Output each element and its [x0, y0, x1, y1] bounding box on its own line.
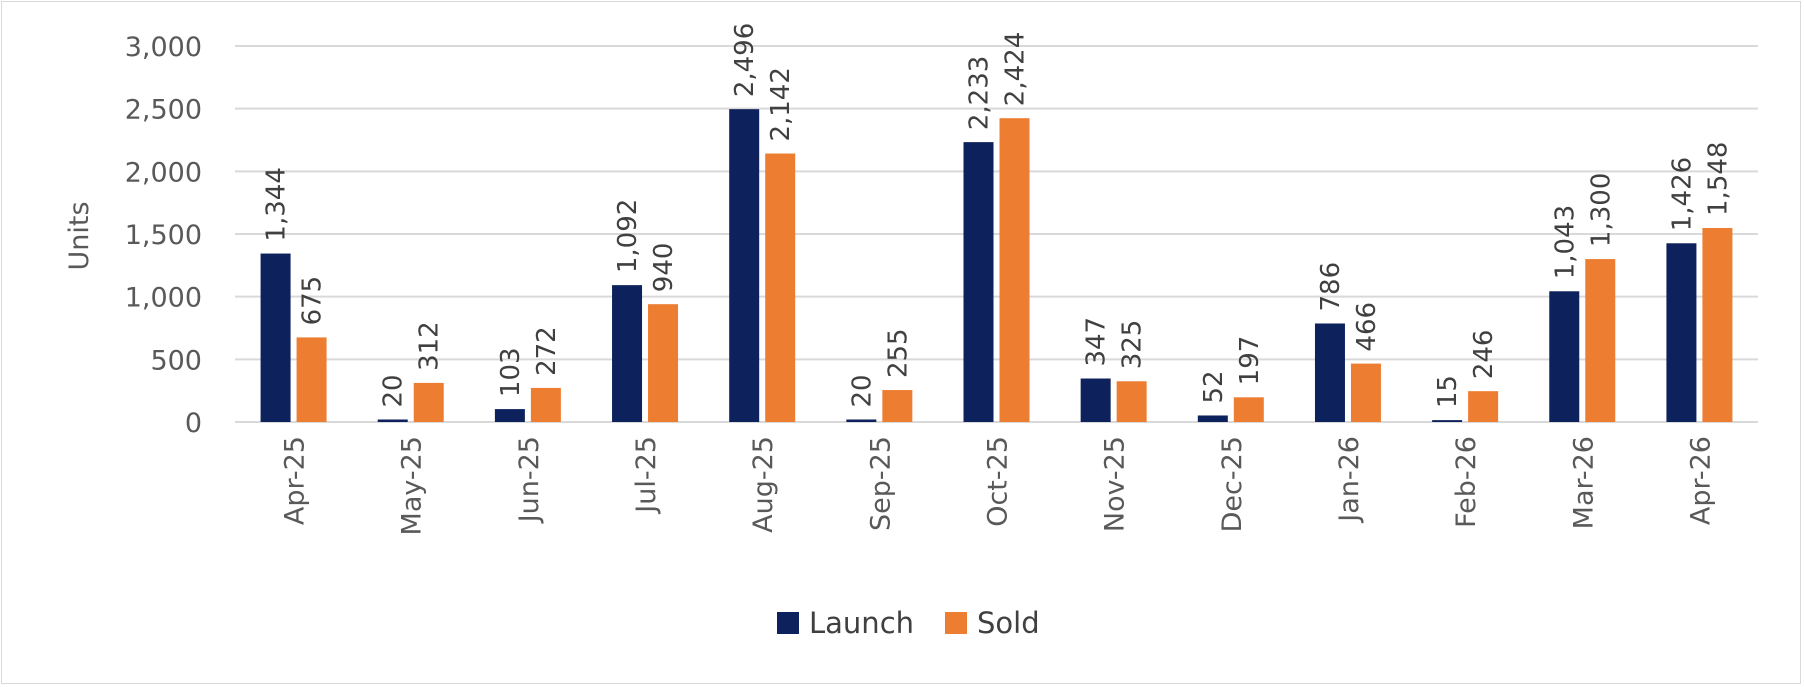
bar-launch — [612, 285, 643, 422]
x-tick-label: Sep-25 — [865, 436, 896, 531]
bar-sold — [999, 118, 1030, 422]
data-label-launch: 20 — [847, 374, 877, 407]
gridlines — [235, 45, 1758, 423]
bar-launch — [963, 142, 994, 422]
y-tick-label: 500 — [150, 345, 202, 376]
data-label-sold: 2,142 — [766, 67, 796, 141]
data-label-launch: 1,092 — [613, 199, 643, 273]
data-label-launch: 1,426 — [1667, 157, 1697, 231]
y-axis-ticks: 0 500 1,000 1,500 2,000 2,500 3,000 — [125, 32, 202, 439]
data-label-launch: 347 — [1082, 317, 1112, 367]
bar-sold — [1350, 363, 1381, 422]
x-tick-label: Mar-26 — [1568, 436, 1599, 529]
bar-sold — [648, 304, 679, 422]
y-tick-label: 0 — [185, 408, 202, 439]
x-axis-ticks: Apr-25 May-25 Jun-25 Jul-25 Aug-25 Sep-25 Oct-… — [280, 436, 1717, 535]
data-label-launch: 786 — [1316, 262, 1346, 312]
x-tick-label: Apr-25 — [280, 436, 311, 525]
bar-sold — [1233, 397, 1264, 422]
y-tick-label: 1,000 — [125, 283, 202, 314]
bar-launch — [1432, 420, 1463, 422]
data-label-launch: 1,344 — [262, 167, 292, 241]
data-label-sold: 675 — [298, 276, 328, 326]
legend-swatch-sold — [945, 612, 967, 634]
bar-launch — [1314, 323, 1345, 422]
x-tick-label: Apr-26 — [1685, 436, 1716, 525]
legend-swatch-launch — [777, 612, 799, 634]
data-label-launch: 103 — [496, 347, 526, 397]
y-tick-label: 2,000 — [125, 157, 202, 188]
x-tick-label: Jul-25 — [631, 436, 662, 515]
x-tick-label: Oct-25 — [983, 436, 1014, 527]
data-label-sold: 255 — [883, 328, 913, 378]
bar-sold — [882, 390, 913, 422]
bar-sold — [1468, 391, 1499, 422]
data-label-sold: 1,548 — [1703, 142, 1733, 216]
legend-label-launch: Launch — [809, 606, 914, 640]
data-label-launch: 2,233 — [965, 56, 995, 130]
data-label-sold: 312 — [415, 321, 445, 371]
bar-sold — [1116, 381, 1147, 422]
data-label-sold: 2,424 — [1001, 32, 1031, 106]
y-tick-label: 3,000 — [125, 32, 202, 63]
data-label-launch: 20 — [379, 374, 409, 407]
x-tick-label: Dec-25 — [1217, 436, 1248, 532]
bar-sold — [296, 337, 327, 422]
data-label-launch: 52 — [1199, 370, 1229, 403]
data-label-sold: 197 — [1235, 336, 1265, 386]
bar-launch — [494, 409, 525, 422]
data-label-launch: 15 — [1433, 375, 1463, 408]
bars — [260, 109, 1733, 422]
data-label-sold: 466 — [1352, 302, 1382, 352]
bar-launch — [377, 419, 408, 422]
y-tick-label: 2,500 — [125, 95, 202, 126]
data-label-launch: 1,043 — [1550, 205, 1580, 279]
bar-launch — [260, 253, 291, 422]
bar-launch — [1197, 415, 1228, 422]
data-label-sold: 940 — [649, 243, 679, 293]
legend: Launch Sold — [777, 606, 1040, 640]
x-tick-label: Feb-26 — [1451, 436, 1482, 528]
x-tick-label: Jun-25 — [514, 436, 545, 524]
data-label-sold: 1,300 — [1586, 173, 1616, 247]
bar-sold — [1702, 227, 1733, 422]
data-label-sold: 272 — [532, 326, 562, 376]
x-tick-label: May-25 — [397, 436, 428, 535]
bar-launch — [1549, 291, 1580, 422]
data-label-sold: 246 — [1469, 330, 1499, 380]
bar-launch — [1080, 378, 1111, 422]
x-tick-label: Nov-25 — [1100, 436, 1131, 532]
y-axis-title: Units — [64, 201, 95, 270]
bar-sold — [1585, 259, 1616, 422]
bar-sold — [530, 387, 561, 422]
bar-sold — [765, 153, 796, 422]
y-tick-label: 1,500 — [125, 220, 202, 251]
data-label-launch: 2,496 — [730, 23, 760, 97]
bar-launch — [846, 419, 877, 422]
data-label-sold: 325 — [1118, 320, 1148, 370]
legend-label-sold: Sold — [977, 606, 1040, 640]
x-tick-label: Jan-26 — [1334, 436, 1365, 524]
bar-launch — [1666, 243, 1697, 422]
x-tick-label: Aug-25 — [748, 436, 779, 533]
bar-launch — [729, 109, 760, 422]
bar-sold — [413, 382, 444, 422]
